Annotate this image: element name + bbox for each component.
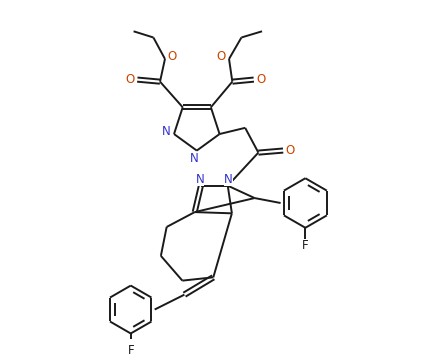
- Text: N: N: [224, 173, 233, 186]
- Text: N: N: [190, 151, 199, 165]
- Text: F: F: [127, 344, 134, 357]
- Text: N: N: [195, 173, 204, 186]
- Text: N: N: [162, 125, 170, 139]
- Text: O: O: [125, 73, 134, 86]
- Text: O: O: [167, 50, 177, 63]
- Text: F: F: [301, 239, 308, 252]
- Text: O: O: [256, 73, 265, 86]
- Text: O: O: [215, 50, 225, 63]
- Text: O: O: [285, 144, 294, 157]
